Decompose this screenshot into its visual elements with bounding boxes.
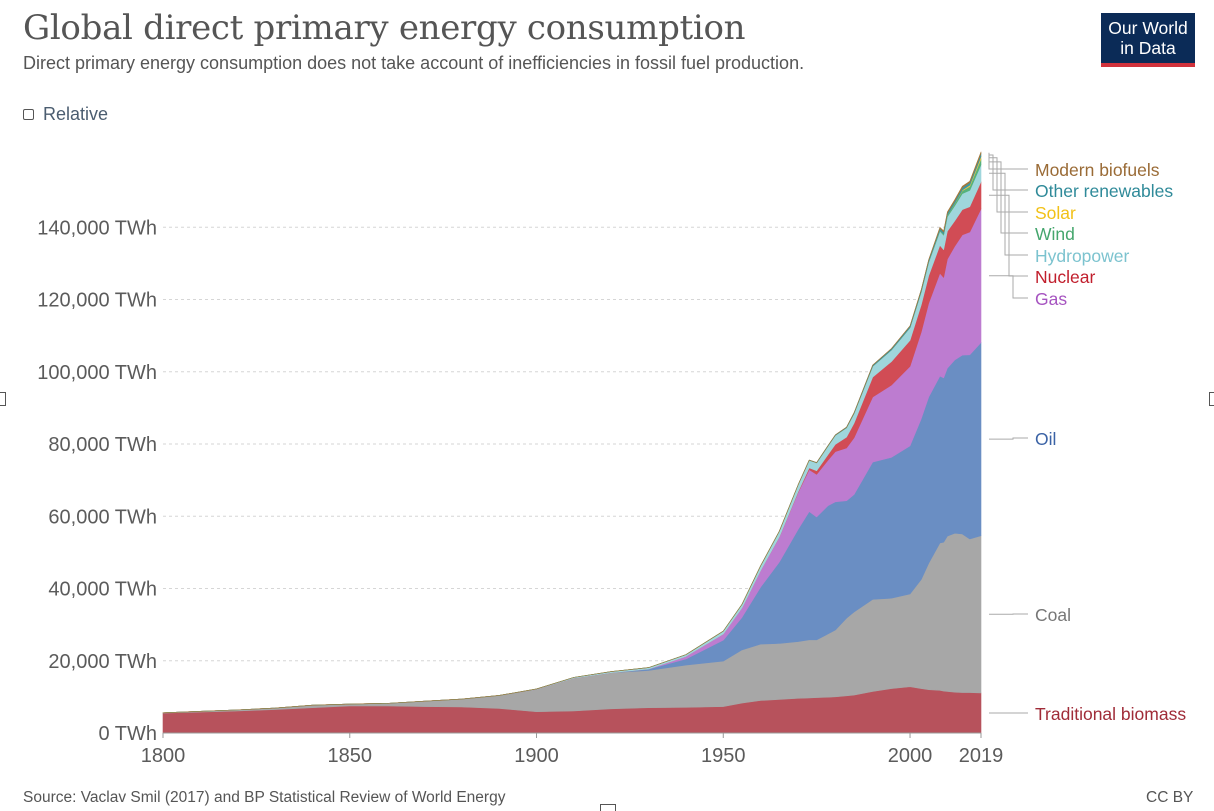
right-resize-handle[interactable] — [1209, 392, 1214, 406]
y-tick-label: 80,000 TWh — [48, 434, 157, 456]
legend-label-wind[interactable]: Wind — [1035, 224, 1075, 244]
legend-label-oil[interactable]: Oil — [1035, 429, 1056, 449]
legend-label-traditional-biomass[interactable]: Traditional biomass — [1035, 704, 1186, 724]
x-tick-label: 1900 — [514, 745, 559, 767]
x-tick-label: 2000 — [888, 745, 933, 767]
source-note[interactable]: Source: Vaclav Smil (2017) and BP Statis… — [23, 789, 505, 807]
y-tick-label: 60,000 TWh — [48, 506, 157, 528]
y-tick-label: 40,000 TWh — [48, 579, 157, 601]
x-tick-label: 1850 — [328, 745, 373, 767]
legend-label-coal[interactable]: Coal — [1035, 605, 1071, 625]
legend-connector-other-renewables — [989, 155, 1028, 190]
x-tick-label: 2019 — [959, 745, 1004, 767]
y-tick-label: 0 TWh — [98, 723, 157, 745]
legend-label-hydropower[interactable]: Hydropower — [1035, 246, 1130, 266]
y-tick-label: 100,000 TWh — [37, 362, 157, 384]
energy-area-chart: 0 TWh 20,000 TWh 40,000 TWh 60,000 TWh 80,00… — [0, 0, 1214, 790]
legend-connector-modern-biofuels — [989, 153, 1028, 169]
left-resize-handle[interactable] — [0, 392, 6, 406]
y-tick-label: 140,000 TWh — [37, 217, 157, 239]
legend-label-other-renewables[interactable]: Other renewables — [1035, 181, 1173, 201]
y-tick-label: 20,000 TWh — [48, 651, 157, 673]
legend-connector-gas — [989, 276, 1028, 298]
x-tick-label: 1950 — [701, 745, 746, 767]
y-tick-label: 120,000 TWh — [37, 290, 157, 312]
legend-connector-oil — [989, 438, 1028, 439]
legend-label-modern-biofuels[interactable]: Modern biofuels — [1035, 160, 1160, 180]
legend-label-nuclear[interactable]: Nuclear — [1035, 267, 1095, 287]
license-note[interactable]: CC BY — [1146, 789, 1193, 807]
legend-label-gas[interactable]: Gas — [1035, 289, 1067, 309]
legend-connector-nuclear — [989, 195, 1028, 276]
legend-label-solar[interactable]: Solar — [1035, 203, 1076, 223]
x-tick-label: 1800 — [141, 745, 186, 767]
area-series — [163, 152, 981, 733]
